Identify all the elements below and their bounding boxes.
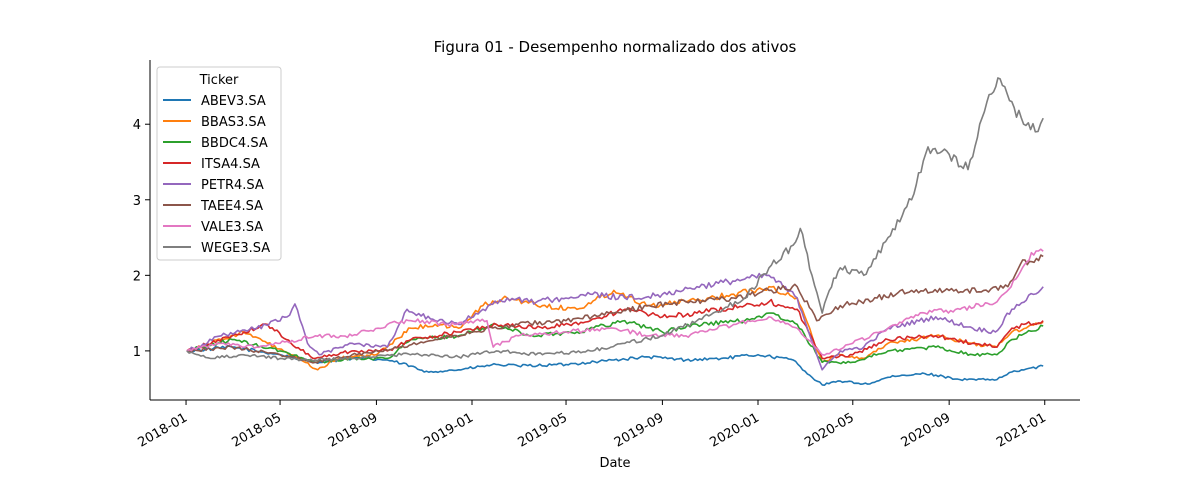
x-tick-label: 2020-09 bbox=[899, 410, 954, 450]
legend-label: BBDC4.SA bbox=[201, 136, 268, 151]
x-tick-label: 2019-09 bbox=[612, 410, 667, 450]
legend-label: PETR4.SA bbox=[201, 178, 264, 193]
y-tick-label: 3 bbox=[133, 194, 141, 209]
x-tick-label: 2021-01 bbox=[994, 410, 1049, 450]
y-ticks: 1 2 3 4 bbox=[133, 118, 150, 360]
x-tick-label: 2018-05 bbox=[230, 410, 285, 450]
legend-label: TAEE4.SA bbox=[200, 199, 263, 214]
legend-label: ITSA4.SA bbox=[201, 157, 260, 172]
axes bbox=[149, 60, 1080, 401]
chart-title: Figura 01 - Desempenho normalizado dos a… bbox=[434, 38, 797, 56]
legend: Ticker ABEV3.SA BBAS3.SA BBDC4.SA ITSA4.SA P… bbox=[156, 66, 282, 261]
x-tick-label: 2020-01 bbox=[707, 410, 762, 450]
y-tick-label: 4 bbox=[133, 118, 141, 133]
series-line-abev3-sa bbox=[186, 345, 1044, 386]
x-tick-label: 2018-01 bbox=[135, 410, 190, 450]
legend-label: WEGE3.SA bbox=[201, 241, 270, 256]
x-tick-label: 2020-05 bbox=[802, 410, 857, 450]
series-line-itsa4-sa bbox=[186, 298, 1044, 360]
legend-box bbox=[156, 66, 282, 261]
series-line-bbas3-sa bbox=[186, 285, 1044, 371]
x-ticks: 2018-01 2018-05 2018-09 2019-01 2019-05 2019-… bbox=[135, 400, 1049, 451]
series-line-vale3-sa bbox=[186, 248, 1044, 356]
x-tick-label: 2019-01 bbox=[421, 410, 476, 450]
x-tick-label: 2018-09 bbox=[326, 410, 381, 450]
series-line-petr4-sa bbox=[186, 272, 1044, 371]
x-tick-label: 2019-05 bbox=[515, 410, 570, 450]
series-line-taee4-sa bbox=[186, 254, 1044, 364]
legend-items: ABEV3.SA BBAS3.SA BBDC4.SA ITSA4.SA PETR4.SA… bbox=[163, 94, 270, 256]
y-tick-label: 1 bbox=[133, 345, 141, 360]
y-tick-label: 2 bbox=[133, 269, 141, 284]
legend-label: VALE3.SA bbox=[201, 220, 263, 235]
series-line-wege3-sa bbox=[186, 77, 1044, 362]
x-axis-label: Date bbox=[599, 456, 630, 471]
legend-label: BBAS3.SA bbox=[201, 115, 266, 130]
legend-label: ABEV3.SA bbox=[201, 94, 266, 109]
legend-title: Ticker bbox=[199, 73, 239, 88]
plot-series bbox=[186, 77, 1044, 386]
